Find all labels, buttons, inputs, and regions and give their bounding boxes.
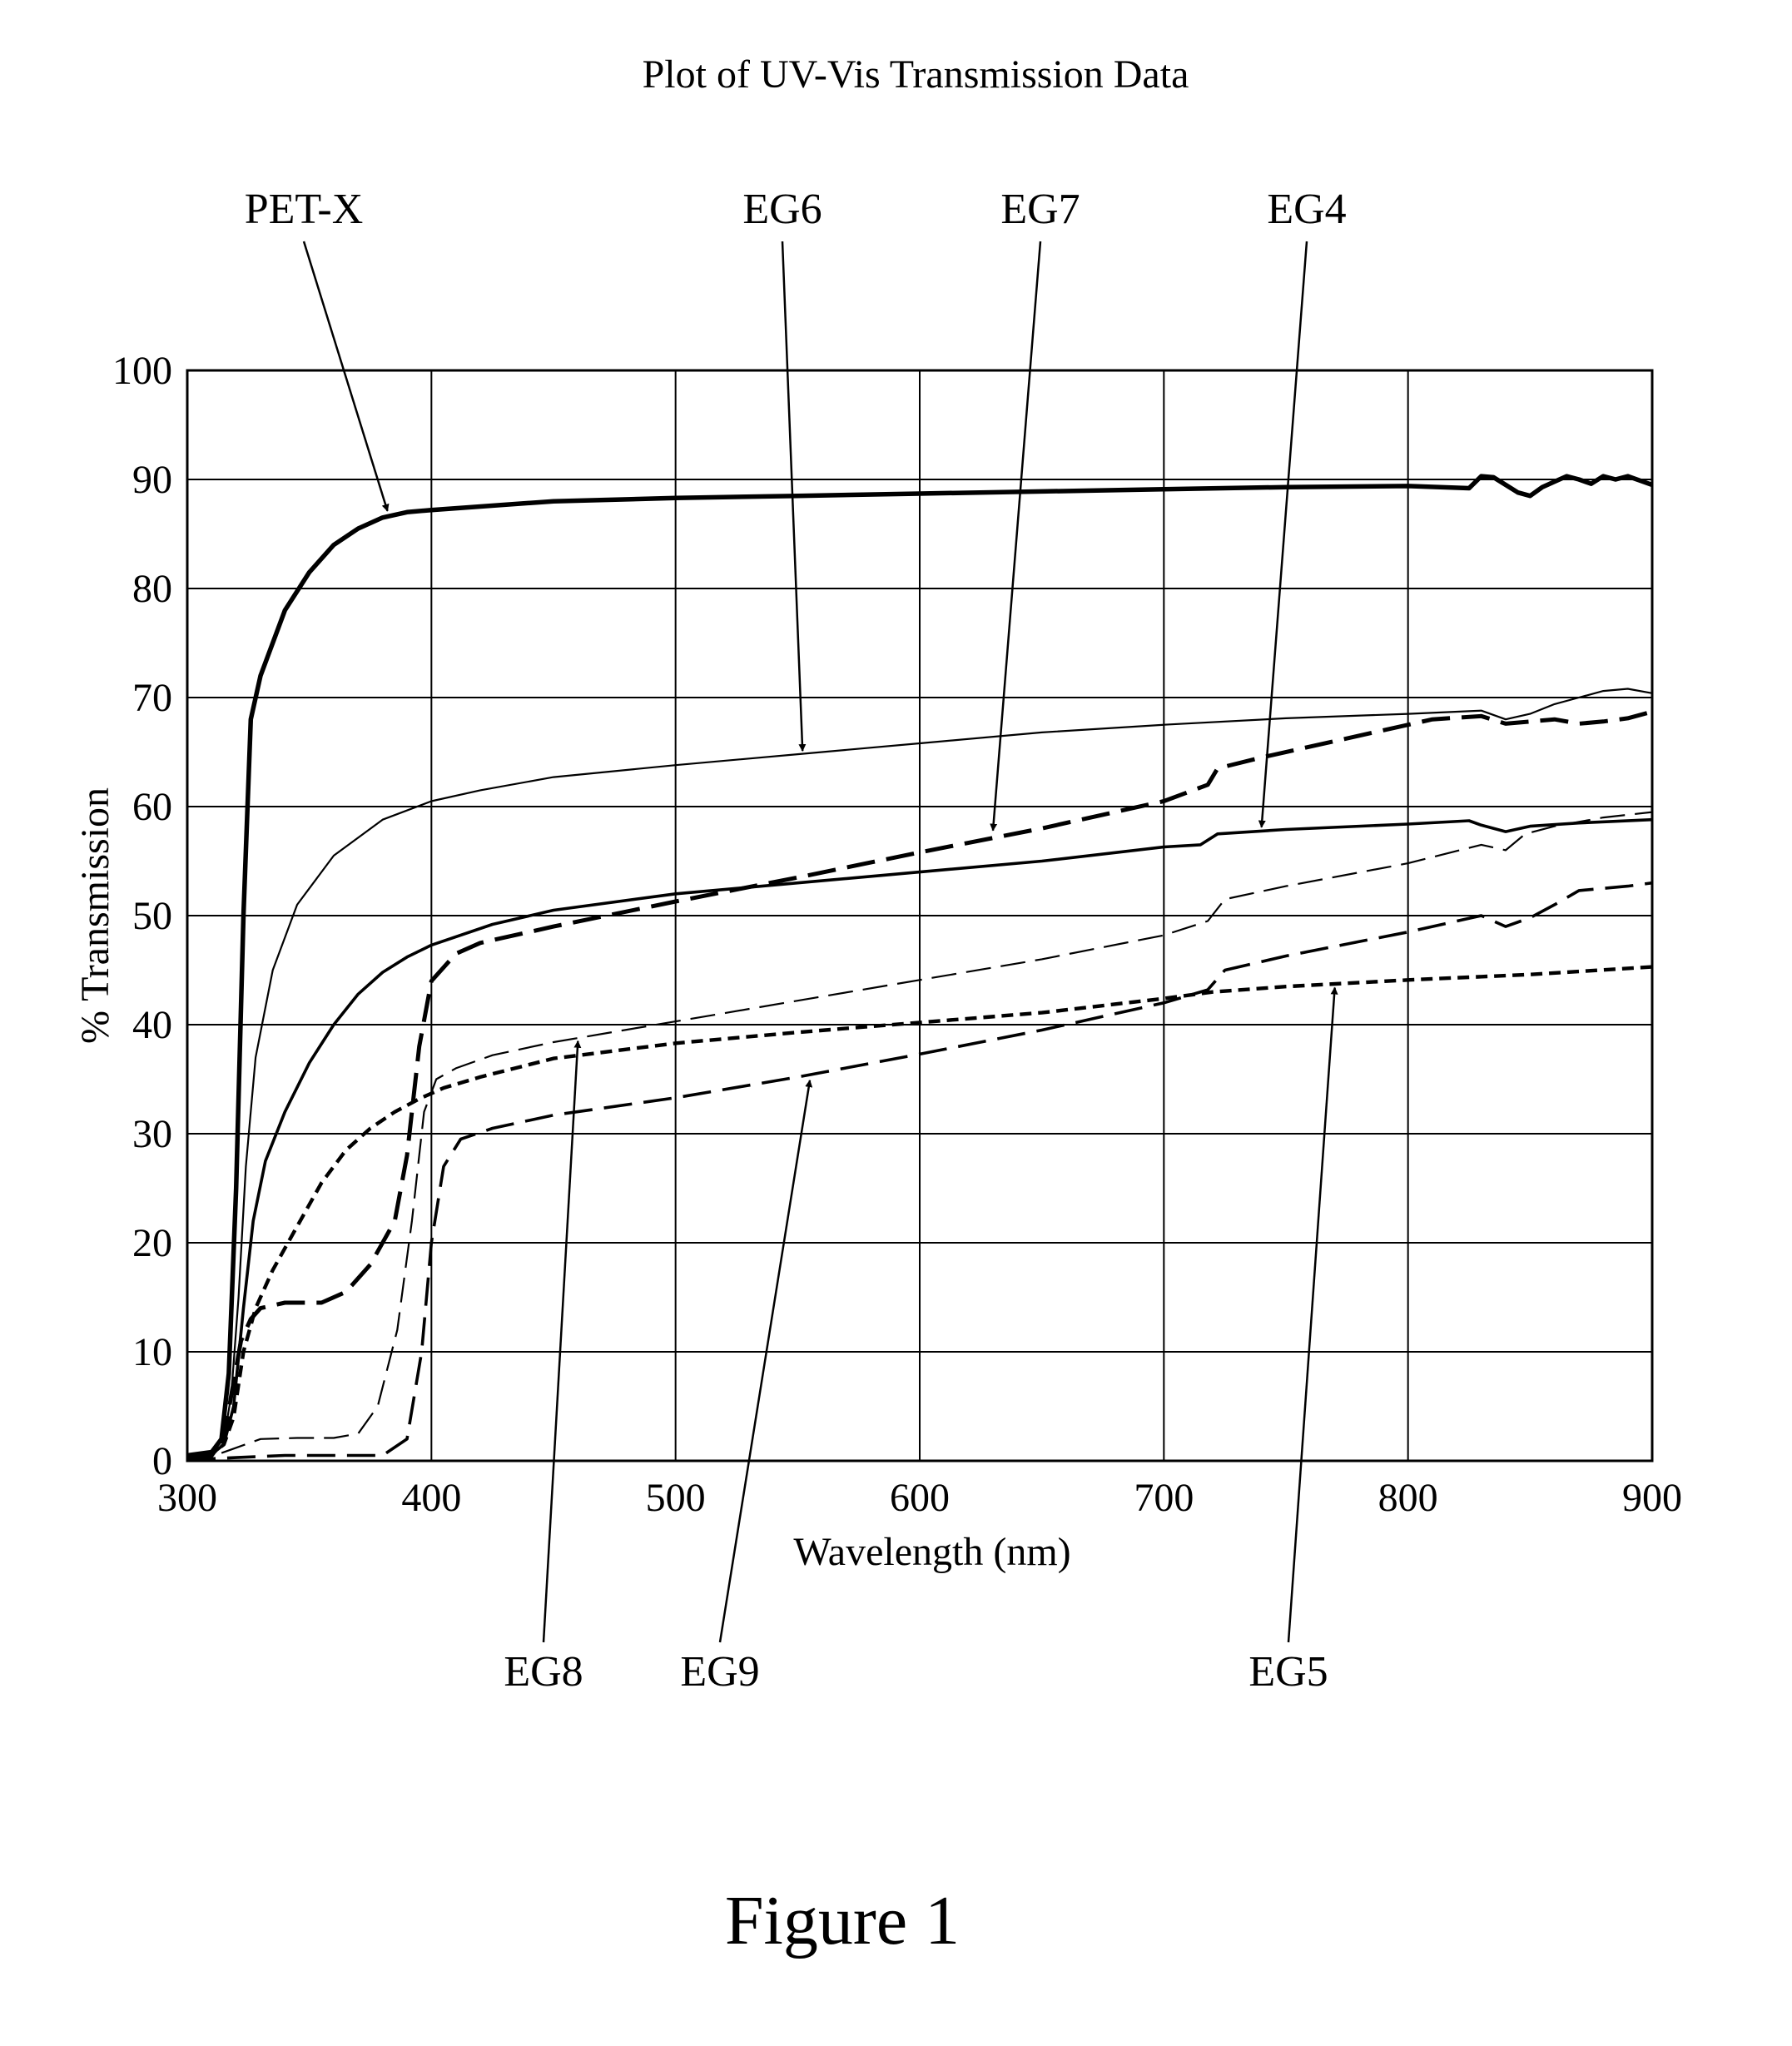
y-tick-label: 100 [112, 349, 172, 393]
series-line-eg7 [186, 709, 1653, 1460]
y-tick-label: 10 [132, 1330, 172, 1374]
y-tick-label: 50 [132, 894, 172, 938]
y-tick-label: 20 [132, 1221, 172, 1265]
callout-arrow-pet-x [302, 241, 390, 512]
callouts: PET-X EG6 EG7 EG4 EG8 EG9 EG5 [245, 186, 1347, 1696]
y-tick-label: 90 [132, 458, 172, 502]
callout-label-pet-x: PET-X [245, 186, 364, 233]
callout-arrow-eg6 [781, 241, 807, 752]
callout-label-eg5: EG5 [1248, 1648, 1328, 1696]
plot-area-frame [186, 369, 1654, 1462]
callout-arrow-eg7 [990, 241, 1042, 832]
callout-label-eg6: EG6 [742, 186, 822, 233]
y-tick-label: 80 [132, 567, 172, 611]
callout-arrow-eg4 [1258, 241, 1308, 828]
callout-label-eg9: EG9 [680, 1648, 759, 1696]
callout-label-eg7: EG7 [1000, 186, 1080, 233]
x-tick-label: 700 [1134, 1476, 1194, 1520]
series-line-eg8 [186, 811, 1653, 1460]
series-line-eg5 [186, 965, 1653, 1460]
y-tick-label: 30 [132, 1112, 172, 1156]
grid [187, 370, 1652, 1461]
x-tick-label: 600 [890, 1476, 950, 1520]
series-lines [186, 474, 1653, 1462]
x-tick-label: 400 [401, 1476, 461, 1520]
chart-title: Plot of UV-Vis Transmission Data [643, 52, 1189, 97]
callout-arrow-eg8 [542, 1040, 582, 1643]
callout-label-eg4: EG4 [1267, 186, 1346, 233]
callout-label-eg8: EG8 [504, 1648, 583, 1696]
x-tick-label: 900 [1622, 1476, 1682, 1520]
series-line-eg6 [186, 688, 1653, 1457]
x-tick-label: 500 [646, 1476, 706, 1520]
x-tick-label: 800 [1378, 1476, 1438, 1520]
y-tick-label: 40 [132, 1003, 172, 1047]
series-line-eg9 [186, 881, 1653, 1462]
callout-arrow-eg5 [1287, 986, 1338, 1643]
series-line-eg4 [186, 817, 1653, 1459]
y-tick-label: 0 [152, 1439, 172, 1483]
x-tick-label: 300 [157, 1476, 217, 1520]
y-axis-label: % Transmission [73, 787, 117, 1044]
y-tick-label: 70 [132, 676, 172, 720]
tick-labels: 300 400 500 600 700 800 900 0 10 20 30 40 50 60 70 80 90… [112, 349, 1682, 1520]
callout-arrow-eg9 [718, 1079, 813, 1643]
figure-caption: Figure 1 [725, 1882, 960, 1959]
y-tick-label: 60 [132, 785, 172, 829]
x-axis-label: Wavelength (nm) [793, 1530, 1070, 1574]
series-line-pet-x [186, 474, 1653, 1458]
